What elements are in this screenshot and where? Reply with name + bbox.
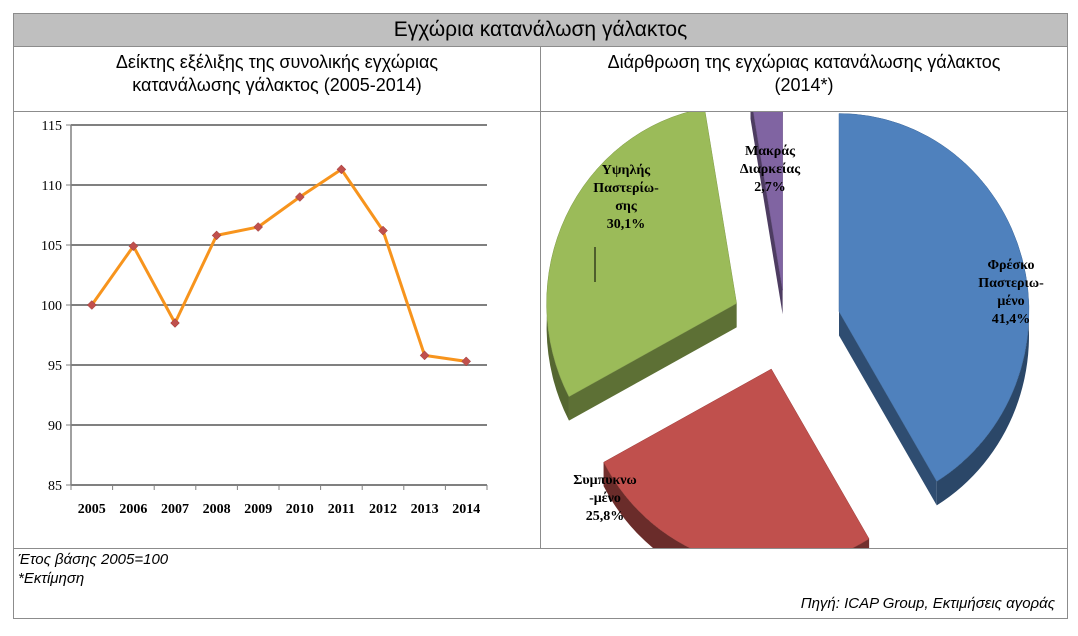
pie-value-label: 41,4% — [992, 312, 1031, 327]
x-tick-label: 2010 — [286, 502, 314, 517]
x-tick-label: 2008 — [203, 502, 231, 517]
pie-category-label: σης — [615, 199, 638, 214]
y-tick-label: 100 — [41, 299, 62, 314]
footnote-base-year: Έτος βάσης 2005=100 — [18, 551, 169, 568]
data-point — [253, 222, 264, 232]
data-point — [211, 230, 222, 241]
data-point — [294, 192, 305, 202]
pie-category-label: Μακράς — [745, 144, 796, 159]
line-chart-header: Δείκτης εξέλιξης της συνολικής εγχώριας … — [14, 47, 541, 112]
x-tick-label: 2014 — [452, 502, 480, 517]
pie-value-label: 25,8% — [586, 509, 625, 524]
x-tick-label: 2005 — [78, 502, 106, 517]
data-point — [378, 225, 388, 236]
footnotes: Έτος βάσης 2005=100 *Εκτίμηση — [18, 550, 168, 588]
x-tick-label: 2013 — [411, 502, 439, 517]
pie-category-label: Διαρκείας — [740, 162, 801, 177]
x-tick-label: 2006 — [119, 502, 147, 517]
pie-chart-header: Διάρθρωση της εγχώριας κατανάλωσης γάλακ… — [541, 47, 1067, 112]
series-line — [90, 167, 467, 363]
line-chart-title-line-1: Δείκτης εξέλιξης της συνολικής εγχώριας — [115, 52, 439, 72]
footnote-estimate: *Εκτίμηση — [18, 570, 85, 587]
pie-slice — [838, 113, 1030, 482]
pie-category-label: Φρέσκο — [987, 258, 1034, 273]
pie-chart: Φρέσκο Παστεριω-μένο 41,4% Συμπυκνω -μένο 25,… — [546, 91, 1044, 592]
pie-category-label: Παστερίω- — [593, 181, 659, 196]
infographic-frame: Εγχώρια κατανάλωση γάλακτος Δείκτης εξέλ… — [13, 13, 1068, 619]
data-point — [419, 350, 430, 361]
pie-slice-side — [568, 303, 737, 421]
data-point — [336, 164, 347, 175]
source-note: Πηγή: ICAP Group, Εκτιμήσεις αγοράς — [800, 595, 1055, 612]
pie-category-label: μένο — [997, 294, 1024, 309]
line-chart-panel: 85 90 95 100 105 110 115 2005 2006 2007 2008 2009 20… — [14, 112, 541, 549]
pie-chart-title-line-2: (2014*) — [774, 75, 834, 95]
pie-category-label: Συμπυκνω — [573, 473, 637, 488]
pie-value-label: 2,7% — [754, 180, 786, 195]
y-tick-label: 85 — [48, 479, 62, 494]
pie-category-label: Παστεριω- — [978, 276, 1044, 291]
x-tick-label: 2011 — [328, 502, 355, 517]
y-tick-label: 95 — [48, 359, 62, 374]
main-title: Εγχώρια κατανάλωση γάλακτος — [14, 14, 1067, 47]
x-tick-label: 2009 — [244, 502, 272, 517]
pie-category-label: Υψηλής — [602, 163, 652, 178]
y-tick-label: 90 — [48, 419, 62, 434]
data-point — [461, 356, 472, 367]
data-point — [128, 241, 139, 252]
pie-slice-side — [839, 311, 937, 506]
x-tick-label: 2012 — [369, 502, 397, 517]
line-chart: 85 90 95 100 105 110 115 2005 2006 2007 2008 2009 20… — [41, 119, 488, 517]
x-tick-label: 2007 — [161, 502, 189, 517]
pie-value-label: 30,1% — [607, 217, 646, 232]
pie-slice-side — [750, 94, 783, 315]
data-point — [86, 300, 97, 310]
line-chart-title-line-2: κατανάλωσης γάλακτος (2005-2014) — [132, 75, 422, 95]
y-tick-label: 115 — [42, 119, 62, 134]
data-point — [170, 318, 180, 328]
pie-chart-title-line-1: Διάρθρωση της εγχώριας κατανάλωσης γάλακ… — [607, 52, 1001, 72]
pie-category-label: -μένο — [589, 491, 621, 506]
y-tick-label: 110 — [42, 179, 62, 194]
y-tick-label: 105 — [41, 239, 62, 254]
pie-chart-panel: Φρέσκο Παστεριω-μένο 41,4% Συμπυκνω -μένο 25,… — [541, 91, 1067, 592]
pie-slice — [546, 107, 737, 397]
